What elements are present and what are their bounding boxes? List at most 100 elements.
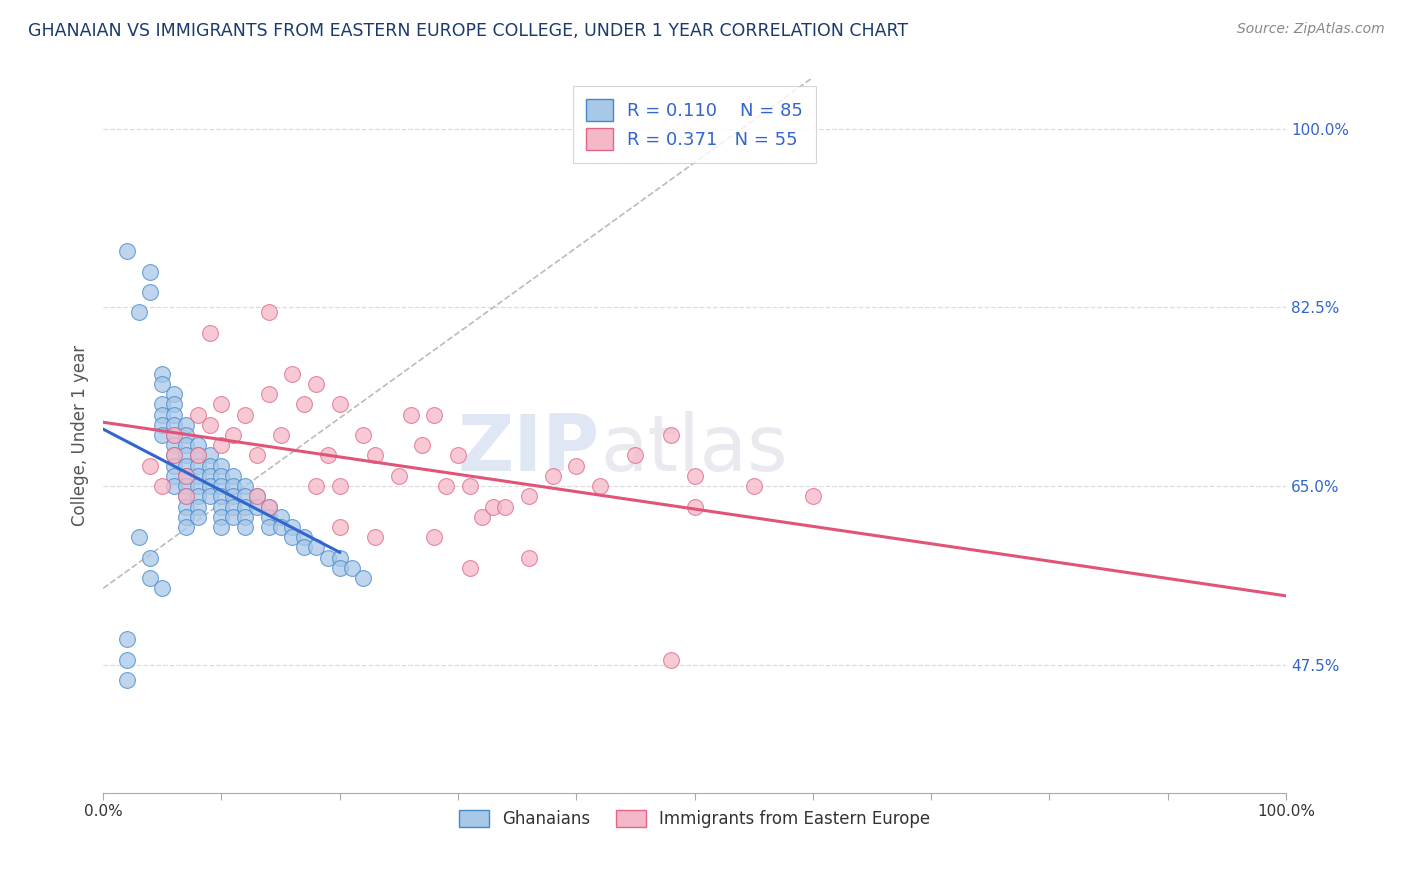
Point — [329, 520, 352, 534]
Point — [565, 458, 588, 473]
Point — [399, 408, 422, 422]
Point — [128, 305, 150, 319]
Point — [174, 449, 197, 463]
Point — [270, 520, 292, 534]
Point — [494, 500, 516, 514]
Point — [329, 550, 352, 565]
Point — [163, 449, 186, 463]
Point — [447, 449, 470, 463]
Point — [187, 479, 209, 493]
Legend: Ghanaians, Immigrants from Eastern Europe: Ghanaians, Immigrants from Eastern Europ… — [453, 803, 936, 834]
Point — [292, 541, 315, 555]
Point — [150, 376, 173, 391]
Point — [388, 469, 411, 483]
Point — [683, 469, 706, 483]
Point — [329, 479, 352, 493]
Point — [187, 469, 209, 483]
Point — [163, 408, 186, 422]
Point — [115, 632, 138, 647]
Point — [233, 520, 256, 534]
Point — [209, 500, 232, 514]
Point — [115, 244, 138, 259]
Text: Source: ZipAtlas.com: Source: ZipAtlas.com — [1237, 22, 1385, 37]
Point — [174, 489, 197, 503]
Point — [316, 449, 339, 463]
Point — [174, 479, 197, 493]
Point — [659, 653, 682, 667]
Point — [209, 397, 232, 411]
Point — [423, 408, 446, 422]
Point — [233, 408, 256, 422]
Point — [292, 530, 315, 544]
Point — [150, 408, 173, 422]
Point — [683, 500, 706, 514]
Point — [150, 417, 173, 432]
Point — [589, 479, 612, 493]
Point — [624, 449, 647, 463]
Point — [209, 479, 232, 493]
Point — [163, 479, 186, 493]
Point — [281, 520, 304, 534]
Point — [139, 550, 162, 565]
Point — [163, 417, 186, 432]
Point — [150, 397, 173, 411]
Point — [222, 500, 245, 514]
Point — [246, 449, 269, 463]
Point — [163, 438, 186, 452]
Point — [222, 509, 245, 524]
Point — [198, 458, 221, 473]
Point — [257, 387, 280, 401]
Point — [209, 509, 232, 524]
Text: atlas: atlas — [600, 411, 787, 487]
Point — [139, 264, 162, 278]
Point — [270, 509, 292, 524]
Point — [163, 449, 186, 463]
Point — [198, 489, 221, 503]
Point — [187, 489, 209, 503]
Point — [233, 509, 256, 524]
Point — [187, 408, 209, 422]
Point — [541, 469, 564, 483]
Point — [198, 417, 221, 432]
Point — [659, 428, 682, 442]
Point — [458, 479, 481, 493]
Point — [364, 530, 387, 544]
Point — [174, 469, 197, 483]
Point — [305, 541, 328, 555]
Point — [352, 428, 374, 442]
Point — [163, 458, 186, 473]
Point — [187, 458, 209, 473]
Point — [233, 500, 256, 514]
Point — [233, 489, 256, 503]
Point — [174, 489, 197, 503]
Point — [209, 469, 232, 483]
Point — [801, 489, 824, 503]
Point — [163, 428, 186, 442]
Point — [163, 387, 186, 401]
Point — [115, 673, 138, 688]
Point — [270, 428, 292, 442]
Point — [187, 509, 209, 524]
Point — [329, 561, 352, 575]
Point — [222, 428, 245, 442]
Point — [128, 530, 150, 544]
Point — [458, 561, 481, 575]
Point — [174, 500, 197, 514]
Point — [174, 520, 197, 534]
Point — [517, 489, 540, 503]
Point — [411, 438, 433, 452]
Text: ZIP: ZIP — [458, 411, 600, 487]
Point — [246, 489, 269, 503]
Point — [139, 571, 162, 585]
Y-axis label: College, Under 1 year: College, Under 1 year — [72, 344, 89, 525]
Point — [233, 479, 256, 493]
Point — [209, 489, 232, 503]
Point — [364, 449, 387, 463]
Point — [742, 479, 765, 493]
Point — [150, 479, 173, 493]
Point — [115, 653, 138, 667]
Point — [222, 469, 245, 483]
Point — [340, 561, 363, 575]
Point — [163, 397, 186, 411]
Point — [329, 397, 352, 411]
